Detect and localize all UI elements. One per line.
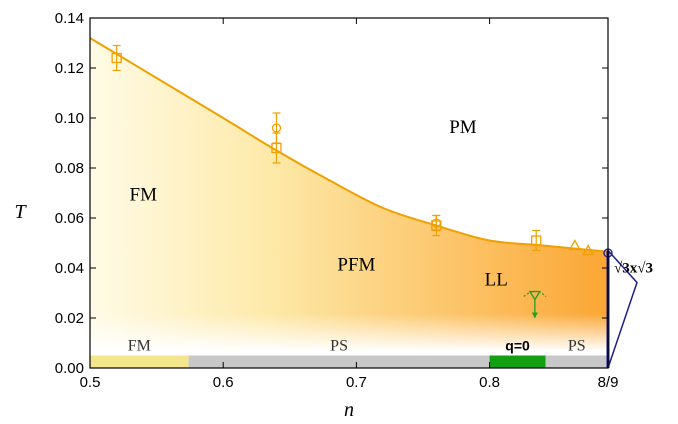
bar-segment-3 bbox=[545, 355, 608, 368]
square-marker bbox=[531, 235, 542, 246]
data-point-0 bbox=[111, 44, 122, 72]
x-tick-label-3: 0.8 bbox=[479, 374, 500, 391]
bar-segment-1 bbox=[188, 355, 490, 368]
ll-marker bbox=[523, 290, 547, 319]
bar-label-0: FM bbox=[128, 338, 151, 355]
plot-border bbox=[89, 17, 609, 369]
triangle-marker bbox=[582, 244, 595, 256]
phase-boundary bbox=[89, 37, 609, 253]
y-tick-label-3: 0.06 bbox=[55, 210, 84, 227]
data-point-5 bbox=[531, 229, 542, 252]
bar-label-3: PS bbox=[568, 338, 586, 355]
region-label-ll: LL bbox=[485, 270, 508, 291]
y-tick-label-5: 0.10 bbox=[55, 110, 84, 127]
x-tick-label-4: 8/9 bbox=[598, 374, 619, 391]
bar-segment-0 bbox=[90, 355, 189, 368]
x-tick-label-0: 0.5 bbox=[80, 374, 101, 391]
y-axis-title: T bbox=[14, 201, 27, 223]
data-points bbox=[111, 44, 613, 319]
data-point-6 bbox=[568, 239, 581, 251]
circle-marker bbox=[431, 218, 441, 228]
x-tick-label-1: 0.6 bbox=[213, 374, 234, 391]
y-tick-label-2: 0.04 bbox=[55, 260, 84, 277]
data-point-7 bbox=[582, 244, 595, 256]
y-tick-label-1: 0.02 bbox=[55, 310, 84, 327]
data-point-4 bbox=[431, 214, 441, 232]
bar-label-1: PS bbox=[330, 338, 348, 355]
bar-segment-2 bbox=[489, 355, 546, 368]
axes-frame bbox=[89, 17, 609, 369]
ll-dotted-arc bbox=[523, 290, 547, 297]
region-label-pfm: PFM bbox=[337, 255, 375, 276]
sqrt3-label: √3x√3 bbox=[614, 261, 653, 277]
bar-label-2: q=0 bbox=[505, 338, 530, 354]
circle-marker bbox=[271, 123, 282, 133]
y-tick-label-6: 0.12 bbox=[55, 60, 84, 77]
x-axis-title: n bbox=[344, 399, 354, 421]
y-tick-label-7: 0.14 bbox=[55, 10, 84, 27]
phase-fill-fade bbox=[90, 313, 608, 352]
y-tick-label-0: 0.00 bbox=[55, 360, 84, 377]
y-tick-label-4: 0.08 bbox=[55, 160, 84, 177]
axis-ticks: 0.5 0.6 0.7 0.8 8/9 0.00 0.02 0.04 0.06 0.08 0.10 0… bbox=[55, 10, 619, 391]
ground-state-bar: FM PS q=0 PS bbox=[90, 338, 608, 368]
region-label-pm: PM bbox=[449, 117, 477, 138]
ll-arrow-head bbox=[531, 312, 538, 319]
triangle-marker bbox=[568, 239, 581, 251]
region-label-fm: FM bbox=[130, 185, 158, 206]
x-tick-label-2: 0.7 bbox=[346, 374, 367, 391]
data-point-2 bbox=[271, 112, 282, 144]
boundary-line bbox=[89, 37, 609, 253]
square-marker bbox=[111, 52, 122, 64]
